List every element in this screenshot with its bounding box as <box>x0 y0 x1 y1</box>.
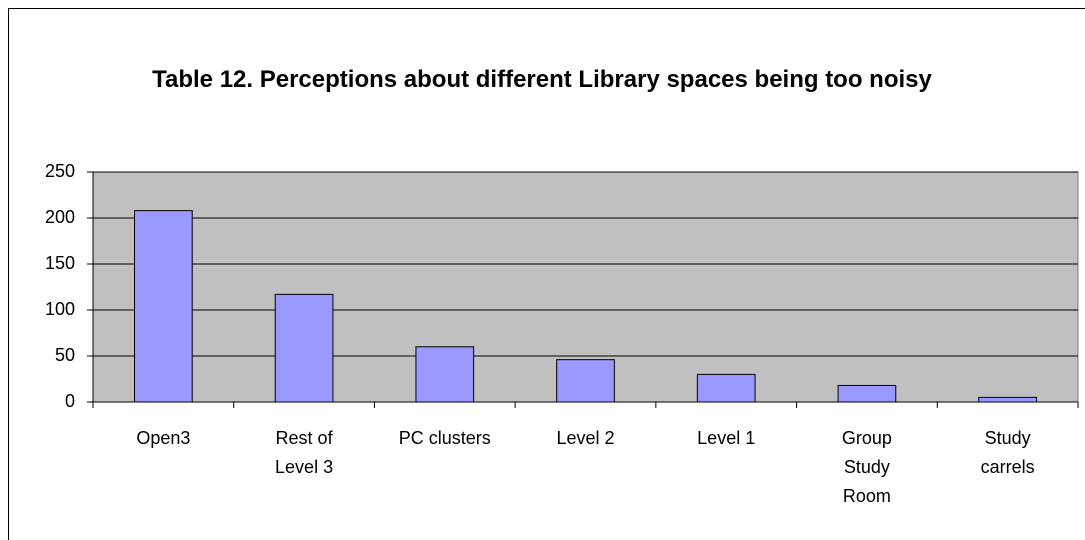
x-tick-label: Group Study Room <box>841 428 892 506</box>
y-tick-label: 250 <box>45 161 75 181</box>
bar <box>274 293 334 403</box>
y-tick-label: 0 <box>65 391 75 411</box>
y-tick-label: 50 <box>55 345 75 365</box>
bar <box>837 384 897 403</box>
bar <box>696 373 756 403</box>
x-tick-label: Level 1 <box>697 428 756 448</box>
x-tick-label: PC clusters <box>398 428 491 448</box>
bar <box>556 359 615 403</box>
x-tick-label: Study carrels <box>980 428 1035 477</box>
chart-title: Table 12. Perceptions about different Li… <box>152 66 932 93</box>
y-tick-label: 100 <box>45 299 75 319</box>
bar <box>978 396 1037 403</box>
x-tick-label: Rest of Level 3 <box>275 428 334 477</box>
y-tick-label: 150 <box>45 253 75 273</box>
x-tick-label: Open3 <box>136 428 191 448</box>
x-tick-label: Level 2 <box>556 428 615 448</box>
bar <box>415 346 475 403</box>
bar <box>134 210 193 403</box>
y-tick-label: 200 <box>45 207 75 227</box>
